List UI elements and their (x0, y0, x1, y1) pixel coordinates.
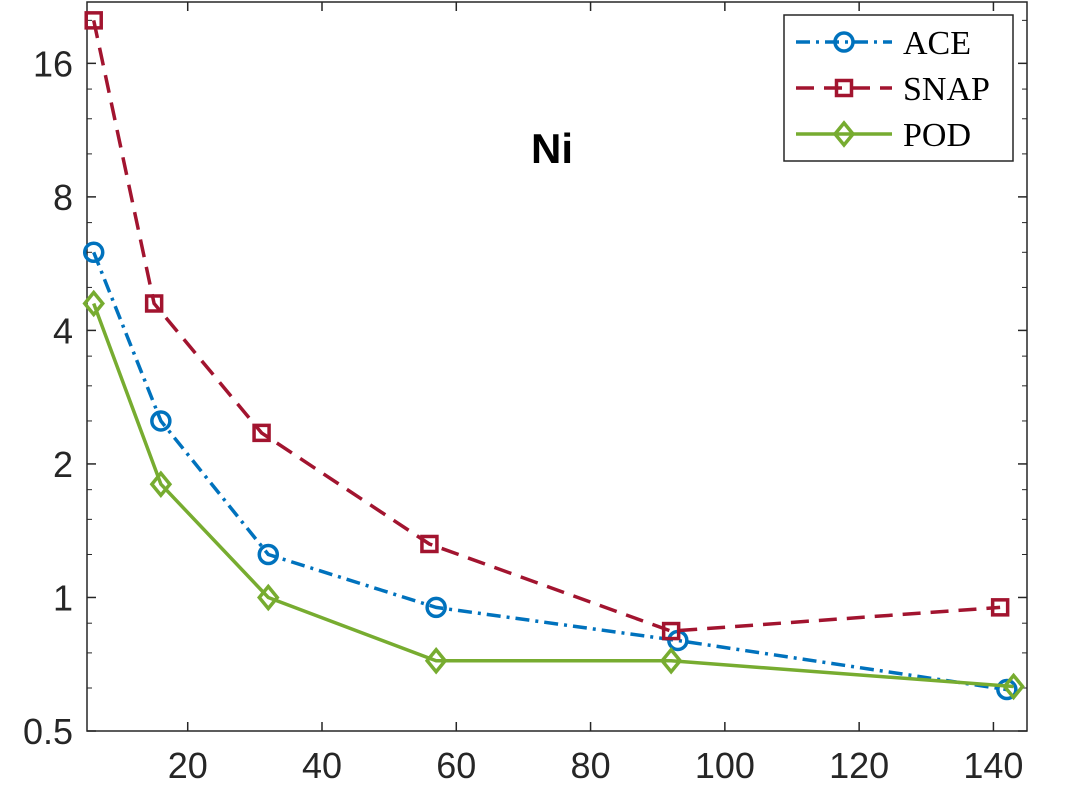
series-layer (82, 11, 1025, 701)
data-point-snap (661, 621, 681, 641)
data-point-snap (144, 294, 164, 313)
data-point-pod (149, 470, 173, 498)
y-tick-label: 1 (53, 577, 73, 618)
data-point-ace (82, 241, 105, 264)
series-line-snap (91, 20, 1001, 633)
data-point-pod (257, 583, 280, 612)
x-tick-label: 140 (963, 745, 1023, 786)
y-tick-label: 2 (53, 444, 73, 485)
data-point-ace (257, 543, 280, 566)
legend-entry-pod: POD (796, 117, 971, 154)
y-tick-label: 16 (33, 43, 73, 84)
legend-marker-snap (834, 78, 854, 98)
data-point-pod (659, 646, 683, 675)
x-tick-label: 20 (168, 745, 208, 786)
x-tick-label: 40 (302, 745, 342, 786)
x-tick-label: 120 (829, 745, 889, 786)
x-tick-label: 100 (695, 745, 755, 786)
y-tick-label: 8 (53, 177, 73, 218)
data-point-snap (420, 534, 439, 554)
legend-entry-ace: ACE (796, 25, 971, 62)
data-point-snap (84, 11, 103, 30)
legend: ACE SNAP POD (783, 14, 1014, 162)
series-line-pod (92, 302, 1014, 689)
data-point-snap (252, 423, 271, 443)
data-point-pod (424, 646, 448, 675)
series-line-ace (92, 251, 1008, 692)
chart-title: Ni (531, 125, 573, 172)
x-tick-label: 80 (571, 745, 611, 786)
data-point-pod (82, 289, 105, 318)
legend-label-pod: POD (903, 117, 971, 154)
series-pod (82, 289, 1025, 701)
data-point-snap (990, 598, 1010, 617)
x-tick-label: 60 (436, 745, 476, 786)
data-point-ace (150, 410, 172, 432)
axis-ticks: 20 40 60 80 100 120 140 0.5 1 2 4 8 16 (23, 2, 1027, 786)
data-point-pod (1002, 672, 1025, 701)
y-tick-label: 0.5 (23, 711, 73, 752)
y-tick-label: 4 (53, 310, 73, 351)
legend-entry-snap: SNAP (796, 71, 990, 108)
legend-label-snap: SNAP (903, 71, 990, 108)
legend-box (783, 14, 1014, 162)
legend-marker-pod (832, 120, 856, 148)
data-point-ace (425, 596, 447, 619)
data-point-ace (996, 678, 1018, 701)
series-snap (84, 11, 1010, 641)
legend-marker-ace (833, 31, 855, 53)
legend-label-ace: ACE (903, 25, 971, 62)
